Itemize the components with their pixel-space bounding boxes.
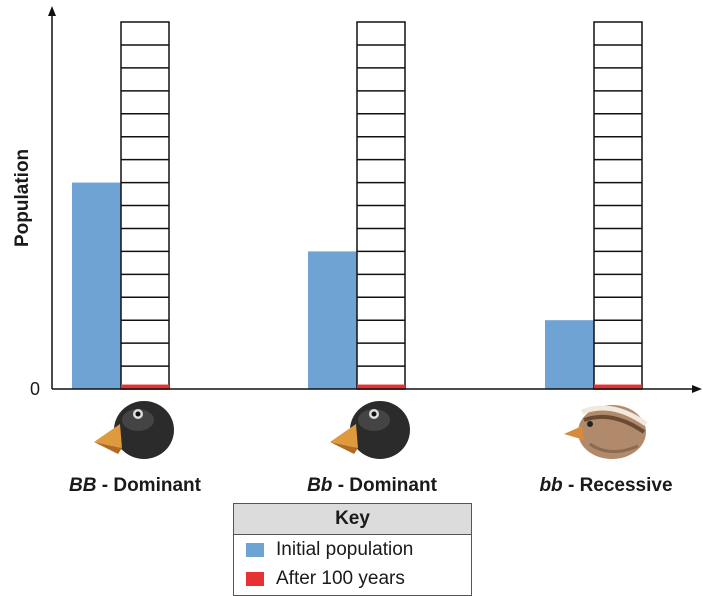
- legend-item-initial: Initial population: [234, 535, 471, 564]
- label-separator: -: [101, 475, 114, 496]
- brown-sparrow-icon: [564, 405, 648, 459]
- phenotype-label: Recessive: [579, 475, 673, 496]
- genotype-label: bb: [539, 475, 563, 496]
- phenotype-label: Dominant: [349, 475, 437, 496]
- dark-finch-icon: [94, 401, 174, 459]
- y-axis-label: Population: [12, 148, 33, 247]
- dark-finch-icon: [330, 401, 410, 459]
- legend-swatch-blue: [246, 542, 264, 557]
- genotype-label: Bb: [307, 475, 333, 496]
- legend-label: After 100 years: [276, 567, 405, 589]
- category-label-3: bb - Recessive: [491, 474, 703, 498]
- label-separator: -: [567, 475, 580, 496]
- category-label-2: Bb - Dominant: [257, 474, 487, 498]
- legend-label: Initial population: [276, 538, 414, 560]
- after-100-years-bar: [121, 384, 169, 389]
- category-label-1: BB - Dominant: [20, 474, 250, 498]
- after-100-years-bar: [594, 384, 642, 389]
- initial-population-bar: [545, 320, 594, 389]
- y-tick-zero: 0: [30, 379, 41, 399]
- initial-population-bar: [308, 251, 357, 389]
- label-separator: -: [337, 475, 350, 496]
- phenotype-label: Dominant: [113, 475, 201, 496]
- genotype-label: BB: [69, 475, 97, 496]
- y-axis-arrow: [48, 6, 56, 16]
- legend-item-after: After 100 years: [234, 564, 471, 593]
- after-100-years-bar: [357, 384, 405, 389]
- initial-population-bar: [72, 182, 121, 389]
- legend-swatch-red: [246, 571, 264, 586]
- legend-key: Key Initial population After 100 years: [233, 503, 472, 596]
- legend-title: Key: [234, 504, 471, 535]
- x-axis-arrow: [692, 385, 702, 393]
